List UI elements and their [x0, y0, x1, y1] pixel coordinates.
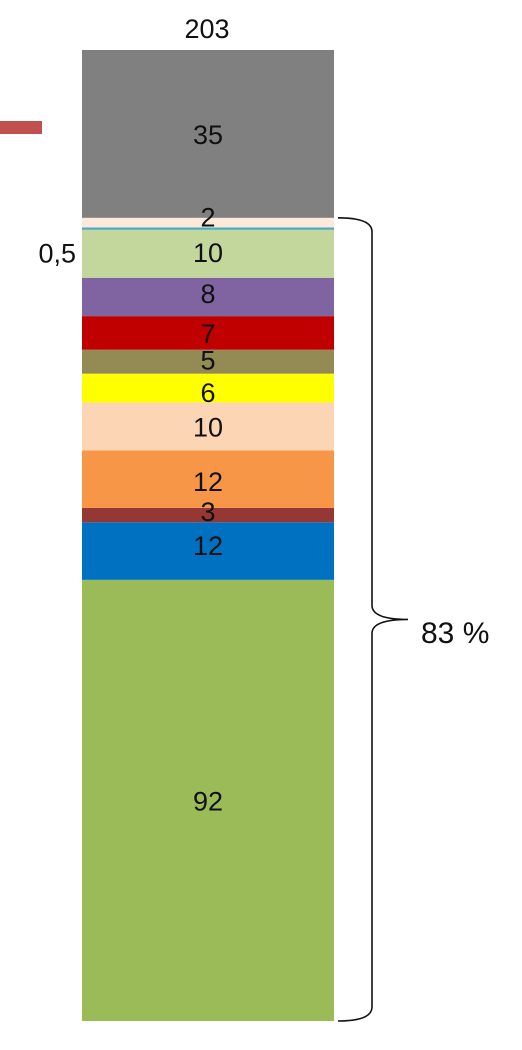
bracket-brace — [337, 217, 409, 1022]
segment-value-label: 35 — [193, 120, 223, 150]
segment-value-label: 2 — [200, 203, 215, 233]
segment-value-label: 92 — [193, 786, 223, 816]
bar-segment — [82, 507, 334, 523]
segment-value-label: 10 — [193, 238, 223, 268]
bar-segment — [82, 579, 334, 1021]
bar-total-label: 203 — [184, 14, 229, 44]
bar-segment — [82, 50, 334, 218]
bar-segment — [82, 217, 334, 228]
bar-segment — [82, 229, 334, 278]
segment-value-label: 3 — [200, 497, 215, 527]
bar-segment — [82, 450, 334, 508]
bar-segment — [82, 522, 334, 580]
segment-value-label: 7 — [200, 319, 215, 349]
bar-segments — [82, 50, 334, 1021]
segment-value-label: 10 — [193, 412, 223, 442]
segment-value-label: 8 — [200, 279, 215, 309]
bar-segment — [82, 402, 334, 451]
bar-segment — [82, 349, 334, 374]
segment-value-label: 5 — [200, 346, 215, 376]
segment-value-label: 6 — [200, 378, 215, 408]
bar-segment — [82, 316, 334, 350]
segment-value-label: 12 — [193, 467, 223, 497]
bar-segment — [82, 373, 334, 403]
bar-segment — [82, 277, 334, 317]
segment-value-label: 0,5 — [38, 239, 76, 269]
bar-segment — [82, 227, 334, 230]
legend-color-swatch — [0, 121, 42, 134]
bracket-percent-label: 83 % — [421, 617, 489, 650]
segment-value-label: 12 — [193, 531, 223, 561]
